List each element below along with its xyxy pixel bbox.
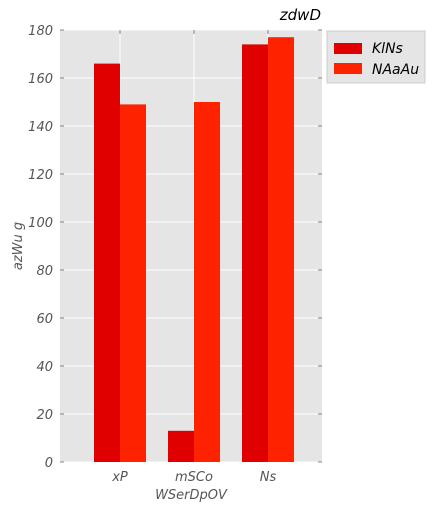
bar-KlNs-mSCo bbox=[168, 430, 194, 462]
legend-swatch-klns bbox=[334, 43, 362, 54]
y-tick-label-100: 100 bbox=[28, 216, 53, 231]
y-tick-label-0: 0 bbox=[45, 456, 53, 471]
y-tick-label-80: 80 bbox=[36, 264, 53, 279]
x-axis-label: WSerDpOV bbox=[155, 488, 228, 503]
legend-box bbox=[326, 30, 426, 84]
x-tick-label-Ns: Ns bbox=[260, 470, 277, 485]
x-tick-label-xP: xP bbox=[111, 470, 128, 485]
x-tick-label-mSCo: mSCo bbox=[175, 470, 213, 485]
legend-label-klns: KlNs bbox=[372, 41, 403, 57]
bar-NAaAu-mSCo bbox=[194, 102, 220, 462]
chart-title: zdwD bbox=[279, 6, 321, 24]
legend-label-naaau: NAaAu bbox=[372, 62, 419, 78]
y-tick-label-40: 40 bbox=[36, 360, 53, 375]
y-tick-labels: 0 20 40 60 80 100 120 140 160 180 bbox=[28, 24, 53, 471]
x-tick-labels: xP mSCo Ns bbox=[111, 470, 276, 485]
bars bbox=[94, 37, 294, 463]
bar-KlNs-xP bbox=[94, 63, 120, 462]
y-tick-label-120: 120 bbox=[28, 168, 53, 183]
legend-swatch-naaau bbox=[334, 63, 362, 74]
y-tick-label-20: 20 bbox=[36, 408, 53, 423]
y-tick-label-140: 140 bbox=[28, 120, 53, 135]
y-tick-label-180: 180 bbox=[28, 24, 53, 39]
bar-KlNs-Ns bbox=[242, 44, 268, 463]
y-tick-label-60: 60 bbox=[36, 312, 53, 327]
legend: KlNs NAaAu bbox=[326, 30, 426, 84]
y-tick-label-160: 160 bbox=[28, 72, 53, 87]
y-axis-label: azWu g bbox=[11, 222, 26, 270]
bar-NAaAu-Ns bbox=[268, 37, 294, 462]
bar-NAaAu-xP bbox=[120, 104, 146, 463]
